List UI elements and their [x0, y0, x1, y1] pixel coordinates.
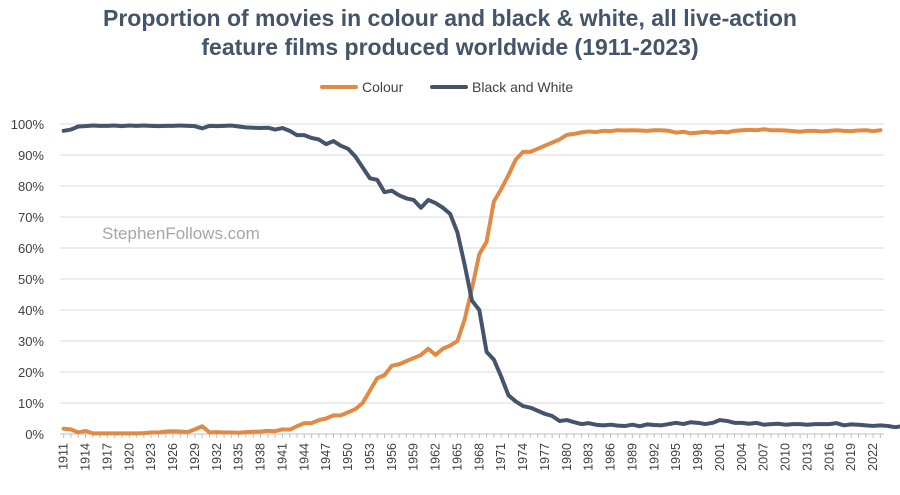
y-tick-label: 0%	[25, 427, 44, 442]
x-tick-label: 1941	[275, 443, 289, 471]
watermark-text: StephenFollows.com	[102, 224, 260, 243]
y-tick-label: 70%	[18, 210, 44, 225]
legend-label-colour: Colour	[362, 79, 404, 95]
x-tick-label: 2007	[757, 443, 771, 471]
y-tick-label: 100%	[11, 117, 45, 132]
x-axis-ticks: 1911 1914 1917 1920 1923 1926 1929 1932 1935 1938…	[57, 434, 881, 471]
y-tick-label: 60%	[18, 241, 44, 256]
x-tick-label: 1923	[144, 443, 158, 471]
legend-label-black-and-white: Black and White	[472, 79, 573, 95]
x-tick-label: 1911	[57, 443, 71, 470]
x-tick-label: 1968	[472, 443, 486, 471]
x-tick-label: 1917	[100, 443, 114, 471]
y-tick-label: 10%	[18, 396, 44, 411]
x-tick-label: 2004	[735, 443, 749, 471]
x-tick-label: 1980	[560, 443, 574, 471]
gridlines	[60, 123, 884, 435]
x-tick-label: 1983	[582, 443, 596, 471]
y-tick-label: 80%	[18, 179, 44, 194]
x-tick-label: 1938	[254, 443, 268, 471]
y-tick-label: 90%	[18, 148, 44, 163]
legend: Colour Black and White	[320, 79, 573, 95]
x-tick-label: 1965	[450, 443, 464, 471]
x-tick-label: 2019	[844, 443, 858, 471]
series-lines	[61, 123, 900, 436]
y-tick-label: 50%	[18, 272, 44, 287]
x-tick-label: 1998	[691, 443, 705, 471]
x-tick-label: 1977	[538, 443, 552, 471]
x-tick-label: 1971	[494, 443, 508, 471]
x-tick-label: 1959	[407, 443, 421, 471]
x-tick-label: 1935	[232, 443, 246, 471]
y-axis-ticks: 0% 10% 20% 30% 40% 50% 60% 70% 80% 90% 100%	[11, 117, 45, 442]
x-tick-label: 1986	[604, 443, 618, 471]
y-tick-label: 30%	[18, 334, 44, 349]
x-tick-label: 2016	[822, 443, 836, 471]
y-tick-label: 20%	[18, 365, 44, 380]
x-tick-label: 1950	[341, 443, 355, 471]
x-tick-label: 1914	[79, 443, 93, 471]
x-tick-label: 1920	[122, 443, 136, 471]
y-tick-label: 40%	[18, 303, 44, 318]
x-tick-label: 2001	[713, 443, 727, 471]
x-tick-label: 1953	[363, 443, 377, 471]
x-tick-label: 1989	[625, 443, 639, 471]
x-tick-label: 1995	[669, 443, 683, 471]
x-tick-label: 1992	[647, 443, 661, 471]
x-tick-label: 2013	[800, 443, 814, 471]
x-tick-label: 1926	[166, 443, 180, 471]
x-tick-label: 2022	[866, 443, 880, 471]
x-tick-label: 1929	[188, 443, 202, 471]
x-tick-label: 1932	[210, 443, 224, 471]
chart-title-line-1: Proportion of movies in colour and black…	[103, 5, 797, 31]
series-line-colour	[61, 127, 883, 436]
chart-title: Proportion of movies in colour and black…	[0, 4, 900, 62]
x-tick-label: 1944	[297, 443, 311, 471]
x-tick-label: 1956	[385, 443, 399, 471]
x-tick-label: 1947	[319, 443, 333, 471]
x-tick-label: 1974	[516, 443, 530, 471]
x-tick-label: 2010	[779, 443, 793, 471]
x-tick-label: 1962	[429, 443, 443, 471]
series-line-black-and-white	[61, 123, 900, 430]
chart-title-line-2: feature films produced worldwide (1911-2…	[201, 34, 699, 60]
